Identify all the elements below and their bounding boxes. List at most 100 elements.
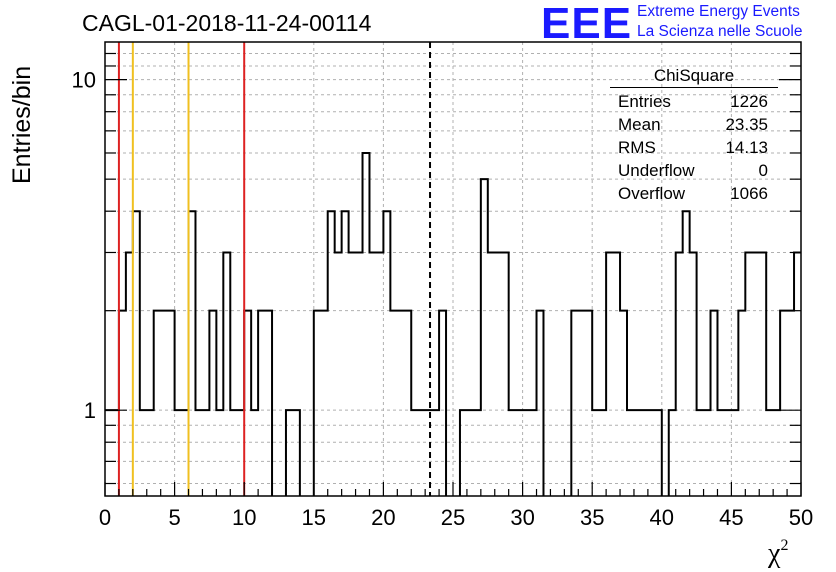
- histogram-bin: [216, 410, 223, 496]
- histogram-bin: [439, 311, 446, 496]
- reference-lines: [117, 42, 432, 496]
- histogram-bin: [321, 311, 328, 496]
- histogram-series: [105, 131, 836, 496]
- histogram-bin: [133, 211, 140, 496]
- stats-row-entries: Entries 1226: [610, 90, 778, 113]
- histogram-bin: [731, 410, 738, 496]
- histogram-bin: [641, 410, 648, 496]
- histogram-bin: [126, 252, 133, 496]
- histogram-bin: [140, 410, 147, 496]
- histogram-bin: [363, 153, 370, 496]
- x-tick-label: 30: [510, 505, 534, 530]
- stats-label: Overflow: [618, 184, 686, 203]
- histogram-bin: [154, 311, 161, 496]
- histogram-bin: [711, 311, 718, 496]
- histogram-bin: [683, 211, 690, 496]
- stats-value: 1066: [730, 184, 768, 203]
- histogram-bin: [599, 410, 606, 496]
- x-tick-label: 10: [232, 505, 256, 530]
- histogram-bin: [759, 252, 766, 496]
- stats-row-rms: RMS 14.13: [610, 136, 778, 159]
- histogram-bin: [801, 252, 808, 496]
- histogram-bin: [168, 311, 175, 496]
- histogram-bin: [195, 410, 202, 496]
- x-tick-label: 50: [789, 505, 813, 530]
- x-tick-label: 20: [371, 505, 395, 530]
- stats-value: 1226: [730, 92, 768, 111]
- histogram-bin: [808, 252, 815, 496]
- histogram-bin: [404, 311, 411, 496]
- histogram-bin: [425, 410, 432, 496]
- stats-label: Entries: [618, 92, 671, 111]
- stats-value: 14.13: [725, 138, 768, 157]
- histogram-bin: [752, 252, 759, 496]
- histogram-bin: [585, 311, 592, 496]
- histogram-bin: [223, 252, 230, 496]
- histogram-steps: [105, 151, 801, 496]
- histogram-bin: [397, 311, 404, 496]
- histogram-bin: [669, 410, 676, 496]
- histogram-bin: [293, 410, 300, 496]
- histogram-bin: [349, 252, 356, 496]
- stats-label: RMS: [618, 138, 656, 157]
- histogram-bin: [787, 311, 794, 496]
- stats-value: 0: [758, 161, 768, 180]
- histogram-bin: [620, 311, 627, 496]
- histogram-bin: [383, 211, 390, 496]
- x-tick-label: 15: [302, 505, 326, 530]
- y-tick-label: 10: [72, 68, 96, 93]
- tick-labels: 0 5 10 15 20 25 30 35 40 45 50 1 10: [72, 68, 814, 530]
- histogram-bin: [335, 252, 342, 496]
- x-tick-label: 40: [650, 505, 674, 530]
- histogram-bin: [488, 252, 495, 496]
- histogram-bin: [237, 410, 244, 496]
- histogram-bin: [119, 311, 126, 496]
- x-tick-label: 0: [99, 505, 111, 530]
- histogram-bin: [202, 410, 209, 496]
- x-tick-label: 5: [168, 505, 180, 530]
- y-axis-label: Entries/bin: [8, 65, 36, 184]
- histogram-bin: [530, 410, 537, 496]
- histogram-bin: [606, 252, 613, 496]
- histogram-bin: [502, 252, 509, 496]
- histogram-bin: [286, 410, 293, 496]
- histogram-bin: [495, 252, 502, 496]
- histogram-bin: [780, 311, 787, 496]
- histogram-bin: [829, 252, 836, 496]
- stats-label: Mean: [618, 115, 661, 134]
- histogram-bin: [474, 410, 481, 496]
- histogram-bin: [634, 410, 641, 496]
- histogram-bin: [690, 252, 697, 496]
- histogram-bin: [411, 410, 418, 496]
- histogram-bin: [815, 131, 822, 496]
- histogram-bin: [516, 410, 523, 496]
- histogram-bin: [432, 410, 439, 496]
- histogram-bin: [592, 410, 599, 496]
- histogram-bin: [251, 410, 258, 496]
- histogram-bin: [822, 252, 829, 496]
- histogram-bin: [655, 410, 662, 496]
- stats-row-underflow: Underflow 0: [610, 159, 778, 182]
- histogram-bin: [369, 252, 376, 496]
- histogram-bin: [258, 311, 265, 496]
- histogram-bin: [244, 311, 251, 496]
- histogram-bin: [182, 410, 189, 496]
- x-axis-label-base: χ: [768, 538, 781, 569]
- histogram-bin: [418, 410, 425, 496]
- histogram-bin: [189, 211, 196, 496]
- histogram-bin: [738, 311, 745, 496]
- chart-title: CAGL-01-2018-11-24-00114: [82, 10, 372, 36]
- x-tick-label: 35: [580, 505, 604, 530]
- y-tick-label: 1: [84, 398, 96, 423]
- x-tick-label: 45: [719, 505, 743, 530]
- histogram-bin: [676, 252, 683, 496]
- stats-box: ChiSquare Entries 1226 Mean 23.35 RMS 14…: [610, 66, 778, 205]
- histogram-bin: [724, 410, 731, 496]
- histogram-bin: [147, 410, 154, 496]
- histogram-bin: [390, 311, 397, 496]
- eee-logo: EEE: [541, 0, 633, 48]
- histogram-bin: [175, 410, 182, 496]
- histogram-bin: [717, 410, 724, 496]
- histogram-bin: [230, 410, 237, 496]
